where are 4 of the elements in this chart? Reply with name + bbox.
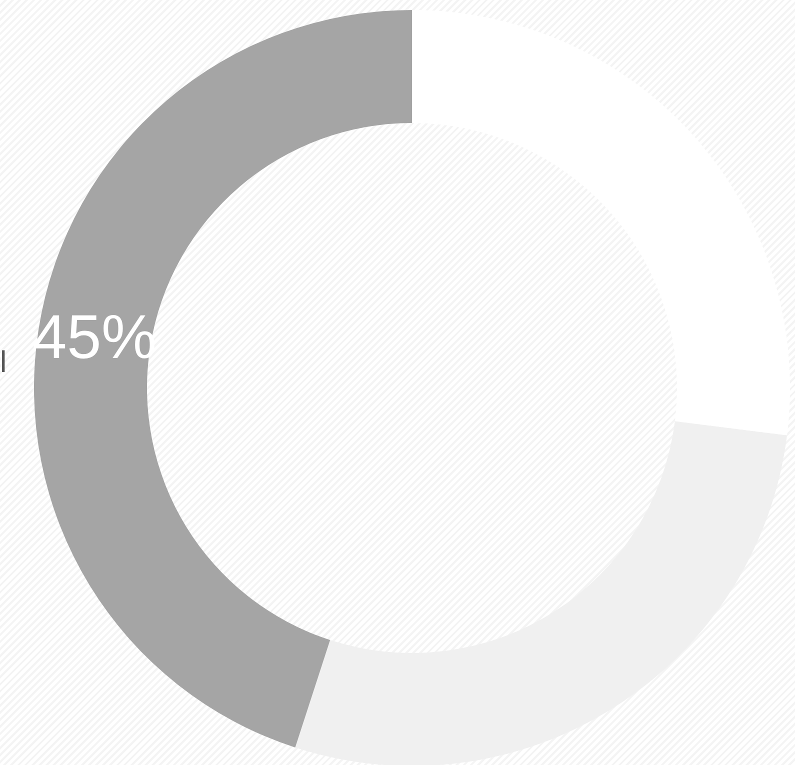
donut-slice <box>412 10 790 436</box>
text: l <box>0 346 7 379</box>
donut-slice <box>295 421 788 765</box>
donut-slice <box>34 10 412 748</box>
